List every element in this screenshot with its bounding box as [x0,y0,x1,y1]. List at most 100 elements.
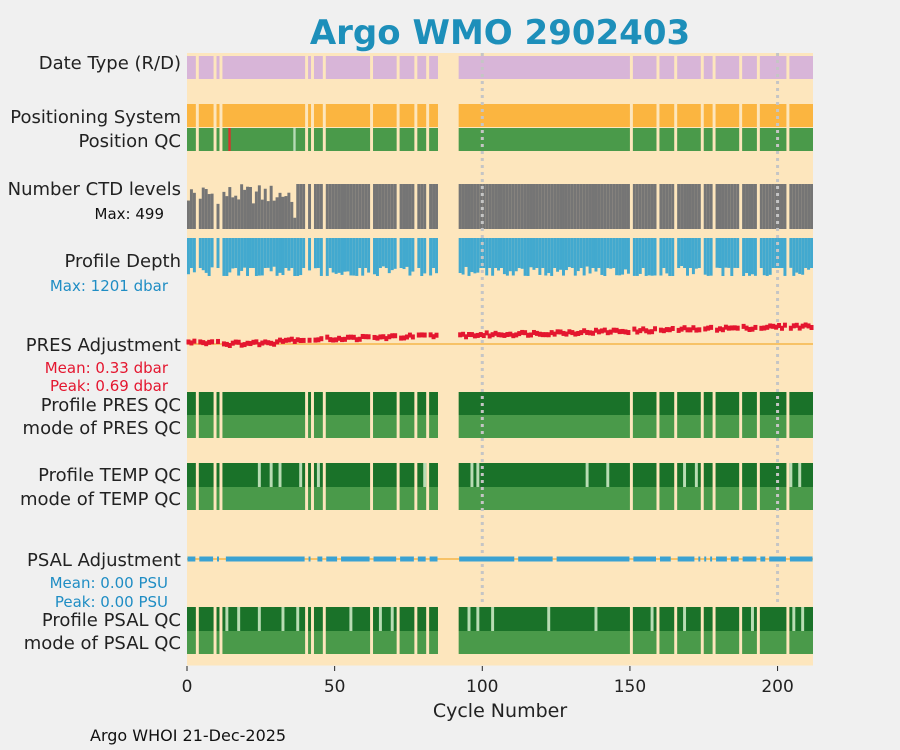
temp-qc-top [373,463,397,487]
pres-adjustment-point [431,334,436,340]
psal-adjustment-segment [317,556,323,562]
ctd-levels-bar [801,184,805,229]
pres-adjustment-point [703,326,708,332]
temp-qc-light [470,463,474,487]
label-mode-psal-qc: mode of PSAL QC [24,633,181,654]
profile-depth-bar [662,238,666,268]
ctd-levels-bar [538,184,542,229]
temp-qc-light [476,463,480,487]
ctd-levels-bar [337,184,341,229]
pres-adjustment-point [295,337,300,343]
pres-adjustment-point [375,335,380,341]
pres-adjustment-point [469,332,474,338]
ctd-levels-bar [750,184,754,229]
pres-adjustment-point [685,327,690,333]
ctd-levels-bar [686,184,689,229]
temp-qc-bottom [659,487,675,510]
x-tick-label: 100 [466,677,498,697]
ctd-levels-bar [671,184,675,229]
pres-adjustment-point [340,337,344,343]
pres-qc-top [187,392,196,415]
pres-adjustment-point [464,334,469,340]
ctd-levels-bar [517,184,521,229]
ctd-levels-bar [765,184,769,229]
ctd-levels-bar [706,184,710,229]
pres-adjustment-point [679,326,684,332]
pres-adjustment-point [596,329,601,335]
profile-depth-bar [520,238,524,269]
ctd-levels-bar [334,184,338,229]
temp-qc-bottom [759,487,787,510]
ctd-levels-bar [727,184,731,229]
position-qc-band [715,128,740,151]
pres-adjustment-point [511,333,516,339]
pres-adjustment-point [774,324,779,330]
profile-depth-bar [225,238,229,276]
pres-adjustment-point [416,332,421,338]
profile-depth-bar [393,238,397,269]
ctd-levels-bar [331,184,335,229]
psal-qc-top [677,607,701,631]
ctd-levels-bar [269,185,273,229]
temp-qc-top [222,463,306,487]
profile-depth-bar [352,238,356,276]
pres-qc-bottom [789,415,813,438]
pres-adjustment-point [508,331,513,337]
ctd-levels-bar [582,184,586,229]
profile-depth-bar [505,238,509,276]
pres-adjustment-point [363,334,368,340]
x-tick-label: 50 [324,677,346,697]
ctd-levels-bar [296,184,300,229]
date-type-band [632,56,657,79]
pres-adjustment-point [573,331,578,337]
pres-adjustment-point [502,332,507,338]
ctd-levels-bar [464,184,468,229]
ctd-levels-bar [573,184,577,229]
profile-depth-bar [331,238,335,273]
ctd-levels-bar [576,184,580,229]
label-positioning-system: Positioning System [10,107,181,128]
position-qc-band [742,128,757,151]
temp-qc-light [316,463,320,487]
temp-qc-bottom [742,487,757,510]
ctd-levels-bar [257,185,261,229]
profile-depth-bar [650,238,654,276]
ctd-levels-bar [559,184,563,229]
pres-adjustment-point [230,340,235,346]
label-pres-adjustment: PRES Adjustment [26,335,181,356]
ctd-levels-bar [597,184,601,229]
pres-adjustment-point [458,332,463,338]
ctd-levels-bar [532,184,536,229]
ctd-levels-bar [488,184,492,229]
psal-qc-bottom [373,631,397,654]
psal-adjustment-segment [698,556,701,562]
ctd-levels-bar [520,184,524,229]
ctd-levels-bar [284,196,288,229]
pres-adjustment-point [777,323,782,329]
psal-adjustment-segment [308,556,311,562]
profile-depth-bar [275,238,279,276]
temp-qc-light [798,463,802,487]
ctd-levels-bar [609,184,613,229]
profile-depth-bar [349,238,353,276]
profile-depth-bar [290,238,294,268]
positioning-band [222,104,306,127]
pres-qc-bottom [632,415,657,438]
profile-depth-bar [641,238,645,268]
pres-adjustment-point [626,330,631,336]
profile-depth-bar [724,238,728,268]
pres-adjustment-point [286,337,291,343]
psal-adjustment-segment [659,556,671,562]
psal-adjustment-segment [789,556,813,562]
ctd-levels-bar [768,184,772,229]
ctd-levels-bar [281,196,285,229]
temp-qc-bottom [308,487,312,510]
pres-adjustment-point [461,331,466,337]
positioning-band [742,104,757,127]
temp-qc-bottom [399,487,415,510]
ctd-levels-bar [373,184,376,229]
profile-depth-bar [567,238,571,268]
profile-depth-bar [762,238,766,276]
profile-depth-bar [340,238,344,275]
positioning-band [308,104,312,127]
